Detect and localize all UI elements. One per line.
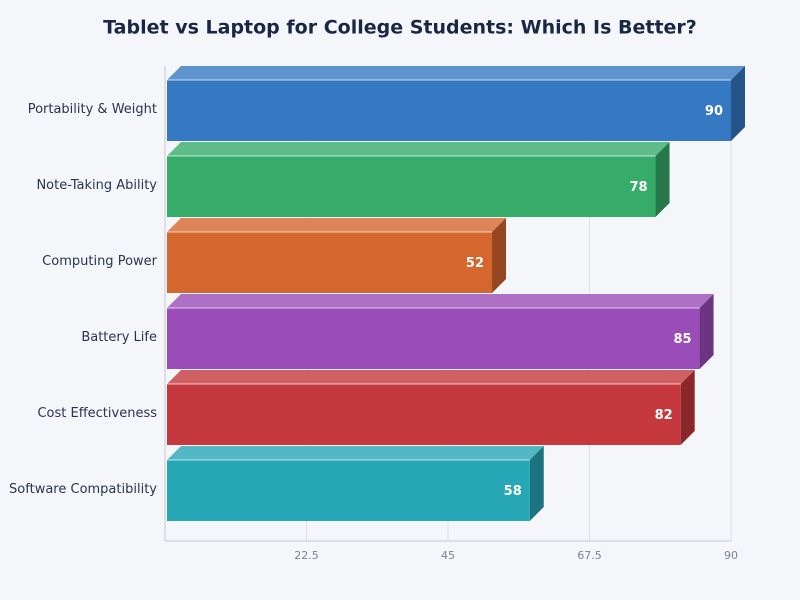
y-tick-label: Note-Taking Ability: [36, 178, 157, 193]
value-label: 85: [673, 332, 691, 347]
value-label: 82: [655, 408, 673, 423]
bar: [167, 156, 656, 217]
y-tick-label: Cost Effectiveness: [37, 406, 157, 421]
bar: [167, 308, 700, 369]
bar-top: [167, 66, 745, 80]
bar-side: [731, 66, 745, 141]
value-label: 58: [504, 484, 522, 499]
value-label: 78: [629, 180, 647, 195]
bar-side: [655, 142, 670, 217]
bar-side: [680, 370, 695, 445]
x-tick-label: 45: [441, 549, 455, 562]
y-tick-label: Software Compatibility: [9, 482, 157, 497]
bar-top: [167, 370, 695, 384]
y-tick-label: Battery Life: [81, 330, 157, 345]
value-label: 52: [466, 256, 484, 271]
bar-top: [167, 294, 714, 308]
bar-side: [699, 294, 714, 369]
value-label: 90: [705, 104, 723, 119]
bar: [167, 384, 681, 445]
x-tick-label: 67.5: [577, 549, 602, 562]
bar-side: [492, 218, 507, 293]
chart-title: Tablet vs Laptop for College Students: W…: [103, 17, 697, 39]
bar: [167, 460, 530, 521]
bar-top: [167, 142, 670, 156]
x-tick-label: 90: [724, 549, 738, 562]
bar: [167, 80, 731, 141]
bar: [167, 232, 493, 293]
x-tick-label: 22.5: [294, 549, 319, 562]
bar-top: [167, 218, 507, 232]
bar-side: [529, 446, 544, 521]
y-tick-label: Computing Power: [42, 254, 157, 269]
y-tick-label: Portability & Weight: [28, 102, 157, 117]
bar-top: [167, 446, 544, 460]
